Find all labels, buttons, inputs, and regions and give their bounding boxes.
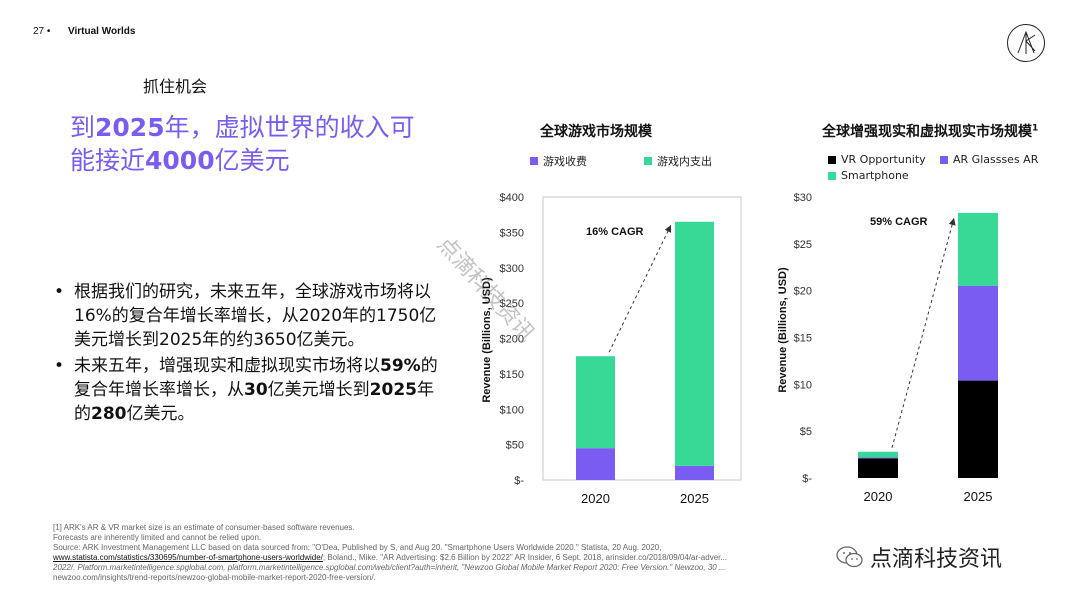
c2-bar-segment bbox=[858, 458, 898, 478]
chart2-legend-item: AR Glassses AR bbox=[940, 153, 1038, 166]
c2-bar-segment bbox=[858, 457, 898, 459]
c1-ytick-label: $350 bbox=[500, 227, 524, 239]
c1-xtick-label: 2025 bbox=[680, 491, 709, 506]
c1-bar-segment bbox=[576, 356, 615, 449]
c2-ytick-label: $30 bbox=[794, 192, 812, 204]
footnote-line: newzoo.com/insights/trend-reports/newzoo… bbox=[53, 573, 376, 582]
chart2-legend-item: VR Opportunity bbox=[828, 153, 926, 166]
chart1-frame bbox=[542, 196, 742, 481]
c1-ytick-label: $300 bbox=[500, 263, 524, 275]
section-title: Virtual Worlds bbox=[68, 26, 136, 37]
chart1-ylabel: Revenue (Billions, USD) bbox=[481, 277, 493, 403]
footnote-line: Forecasts are inherently limited and can… bbox=[53, 533, 262, 542]
chart1-legend-item: 游戏收费 bbox=[530, 153, 587, 169]
c2-ytick-label: $- bbox=[802, 473, 812, 485]
footnote-line: 2022/. Platform.marketintelligence.spglo… bbox=[53, 563, 726, 572]
c2-bar-segment bbox=[958, 380, 998, 478]
chart1-annotation: 16% CAGR bbox=[586, 226, 644, 238]
c1-ytick-label: $200 bbox=[500, 334, 524, 346]
chart1-title: 全球游戏市场规模 bbox=[540, 124, 652, 140]
chart1-legend-item: 游戏内支出 bbox=[644, 153, 712, 169]
c2-ytick-label: $25 bbox=[794, 239, 812, 251]
footnote-line: www.statista.com/statistics/330695/numbe… bbox=[53, 553, 728, 562]
chart2-arrowhead bbox=[948, 218, 956, 226]
page-number: 27 • bbox=[33, 26, 51, 37]
c2-xtick-label: 2020 bbox=[864, 489, 893, 504]
chart2-annotation: 59% CAGR bbox=[870, 216, 928, 228]
footnote-line: Source: ARK Investment Management LLC ba… bbox=[53, 543, 662, 552]
c1-xtick-label: 2020 bbox=[581, 491, 610, 506]
wechat-icon bbox=[836, 546, 863, 568]
c1-bar-segment bbox=[576, 448, 615, 480]
c1-ytick-label: $100 bbox=[500, 404, 524, 416]
c1-ytick-label: $150 bbox=[500, 369, 524, 381]
c2-bar-segment bbox=[958, 285, 998, 381]
c2-ytick-label: $5 bbox=[800, 426, 812, 438]
bullet-item: • 未来五年，增强现实和虚拟现实市场将以59%的复合年增长率增长，从30亿美元增长… bbox=[54, 356, 438, 424]
footnote-line: [1] ARK's AR & VR market size is an esti… bbox=[53, 523, 355, 532]
statista-link[interactable]: www.statista.com/statistics/330695/numbe… bbox=[53, 553, 323, 562]
bullet-item: • 根据我们的研究，未来五年，全球游戏市场将以16%的复合年增长率增长，从2020… bbox=[54, 282, 437, 350]
headline: 到2025年，虚拟世界的收入可能接近4000亿美元 bbox=[70, 113, 415, 175]
c1-bar-segment bbox=[675, 221, 714, 466]
c1-ytick-label: $400 bbox=[500, 192, 524, 204]
c2-xtick-label: 2025 bbox=[964, 489, 993, 504]
slide-subtitle: 抓住机会 bbox=[143, 77, 208, 96]
wechat-badge: 点滴科技资讯 bbox=[836, 541, 1002, 573]
c1-bar-segment bbox=[675, 465, 714, 480]
chart1-ylabel-line: Revenue (Billions, USD) bbox=[481, 277, 493, 403]
chart2-plot: $- $5 $10 $15 $20 $25 $30 2020 2025 59% CAGR Re… bbox=[777, 192, 998, 504]
chart1-plot: $- $50 $100 $150 $200 $250 $300 $350 $400 2020 20… bbox=[481, 192, 742, 506]
chart2-legend-item: Smartphone bbox=[828, 169, 909, 182]
c1-ytick-label: $- bbox=[514, 475, 524, 487]
c2-ytick-label: $15 bbox=[794, 333, 812, 345]
c2-ytick-label: $20 bbox=[794, 286, 812, 298]
c2-bar-segment bbox=[958, 212, 998, 286]
c2-ytick-label: $10 bbox=[794, 379, 812, 391]
chart1-cagr-arrow bbox=[608, 224, 672, 353]
chart1-arrowhead bbox=[664, 225, 672, 233]
c1-ytick-label: $250 bbox=[500, 298, 524, 310]
c1-ytick-label: $50 bbox=[506, 440, 524, 452]
chart2-title: 全球增强现实和虚拟现实市场规模1 bbox=[822, 123, 1039, 140]
footnote: [1] ARK's AR & VR market size is an esti… bbox=[53, 523, 913, 583]
bullet-list: • 根据我们的研究，未来五年，全球游戏市场将以16%的复合年增长率增长，从2020… bbox=[52, 280, 442, 428]
chart2-ylabel: Revenue (Billions, USD) bbox=[777, 267, 789, 393]
ark-logo-icon bbox=[1007, 24, 1045, 62]
c2-bar-segment bbox=[858, 451, 898, 458]
chart2-cagr-arrow bbox=[891, 217, 955, 448]
